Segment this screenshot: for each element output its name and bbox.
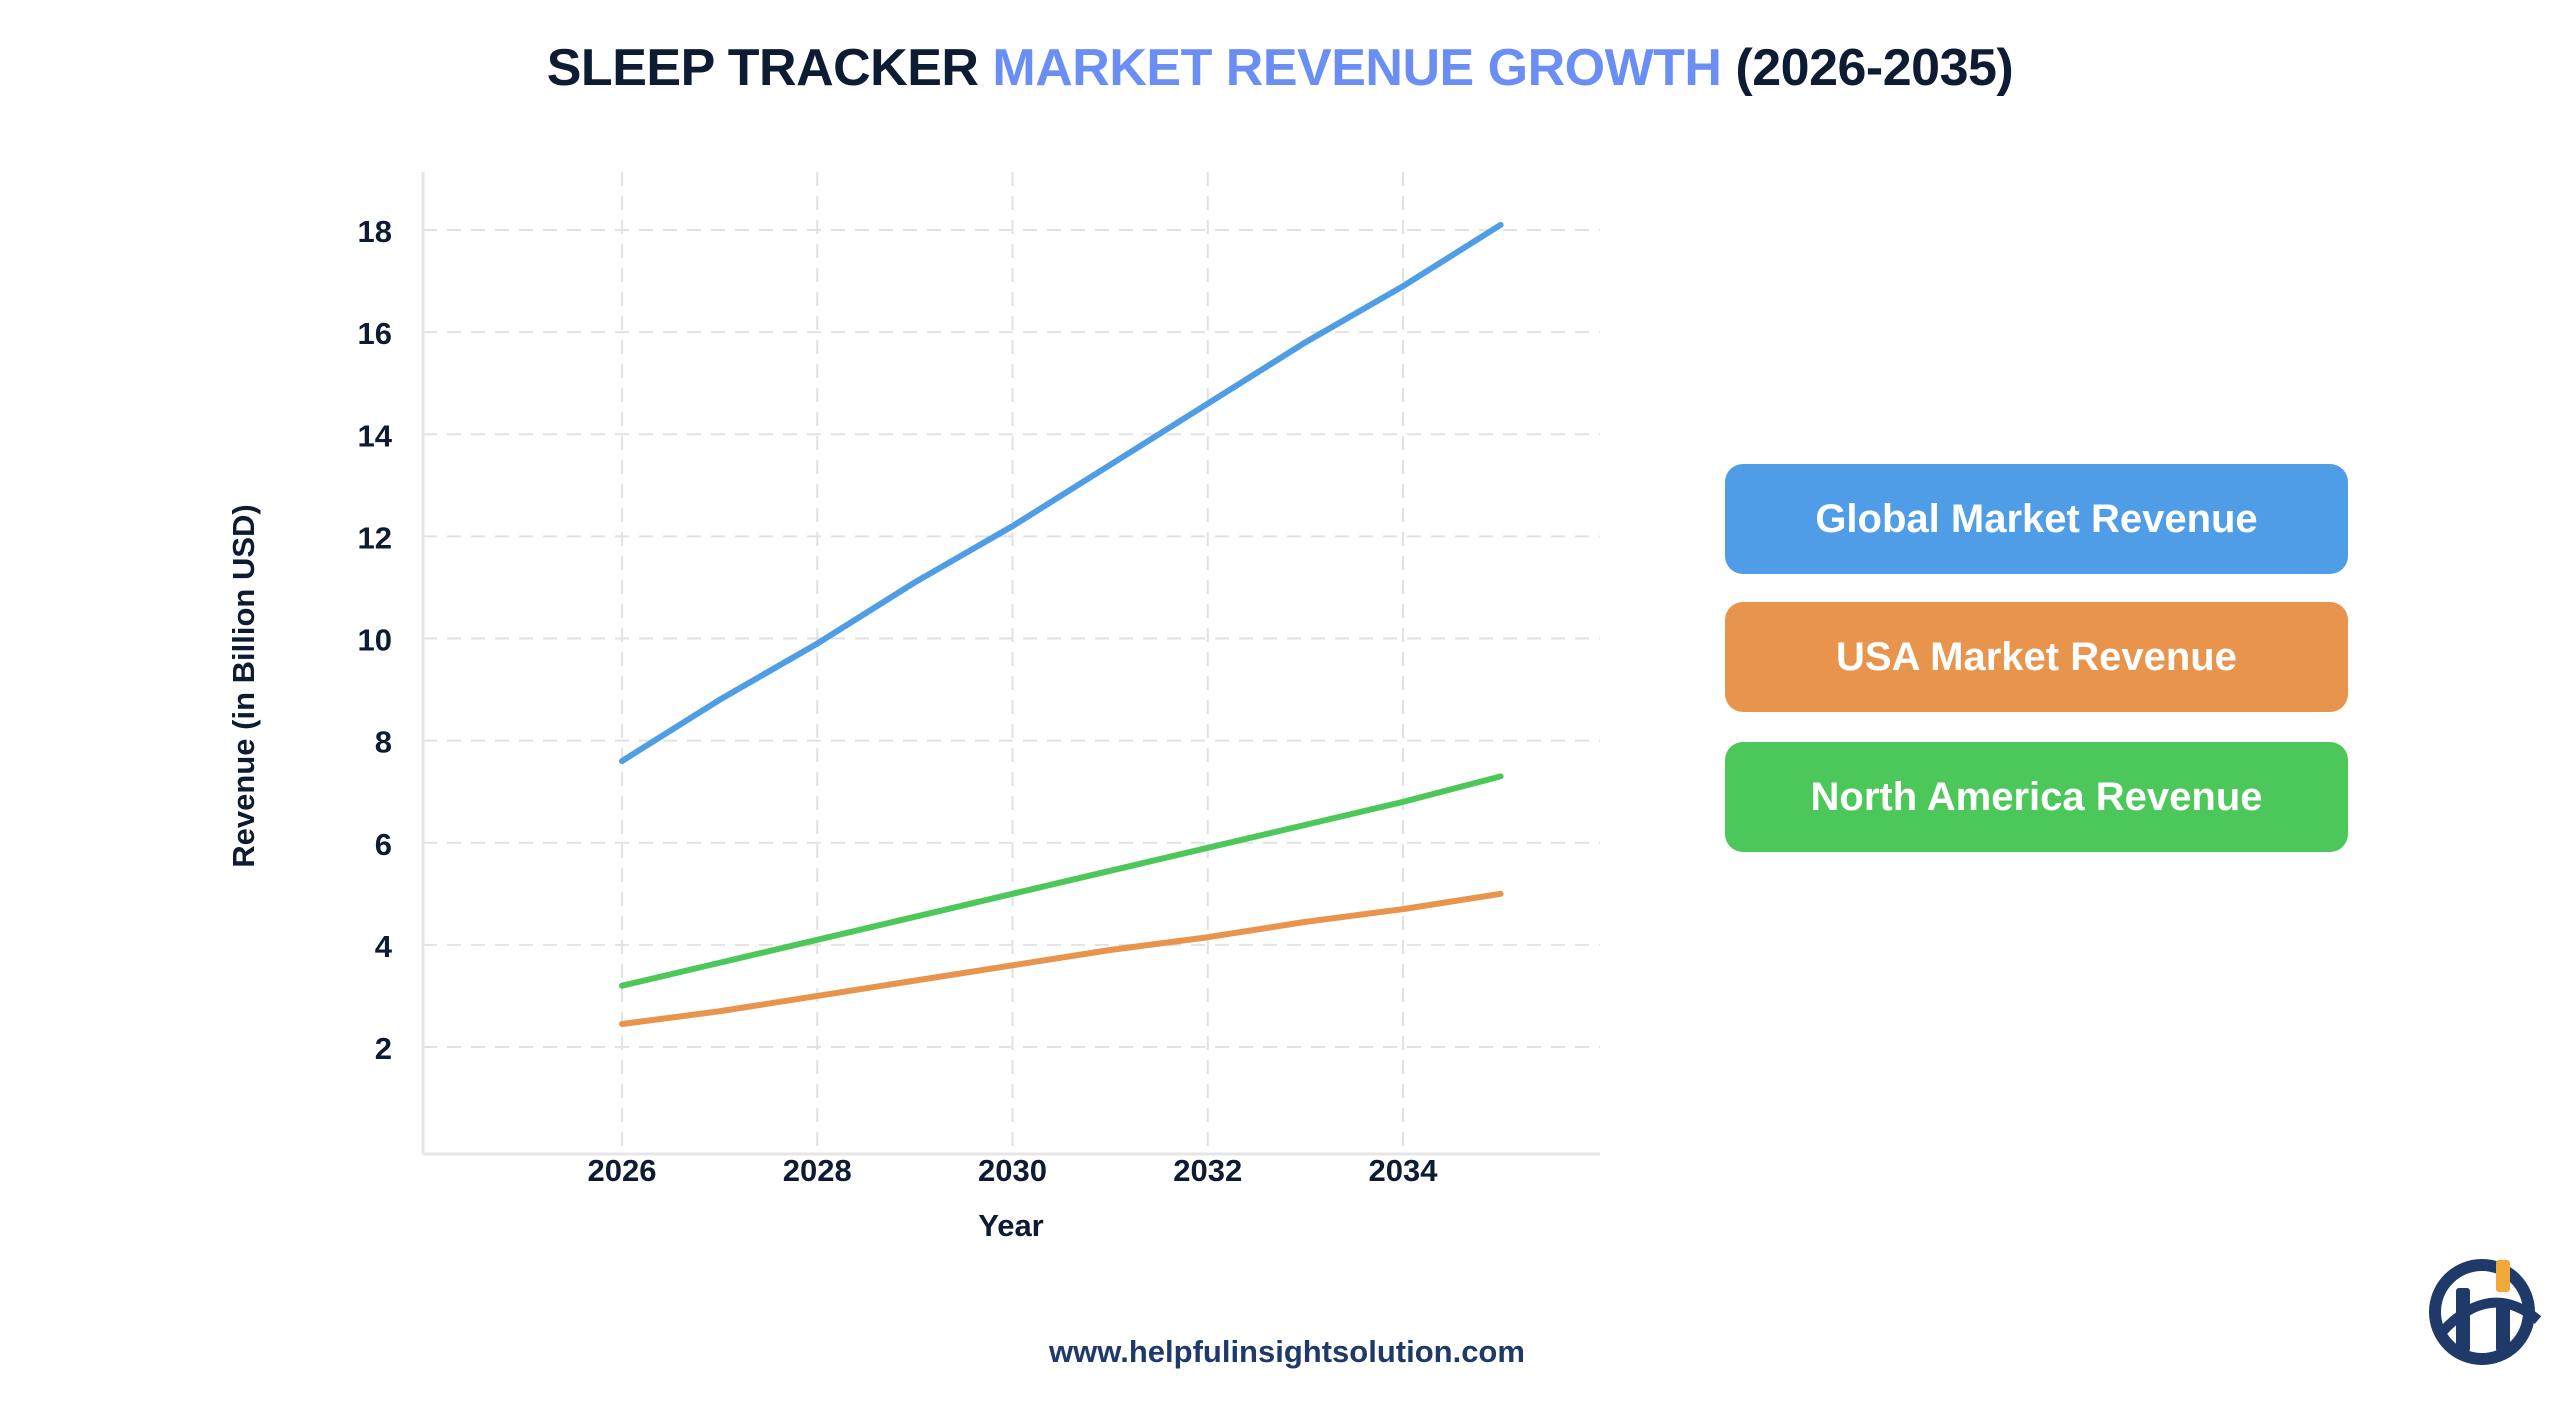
title-part-3: (2026-2035) bbox=[1721, 39, 2014, 97]
x-axis-label: Year bbox=[978, 1208, 1044, 1243]
x-tick-label: 2034 bbox=[1369, 1153, 1439, 1188]
company-logo-icon bbox=[2429, 1259, 2542, 1365]
y-tick-label: 18 bbox=[358, 214, 392, 249]
x-tick-label: 2032 bbox=[1173, 1153, 1242, 1188]
y-tick-label: 2 bbox=[375, 1031, 392, 1066]
legend-global: Global Market Revenue bbox=[1725, 464, 2348, 574]
series-line-2 bbox=[619, 773, 1504, 989]
x-tick-label: 2030 bbox=[978, 1153, 1047, 1188]
title-part-1: SLEEP TRACKER bbox=[546, 39, 993, 97]
y-axis-label: Revenue (in Billion USD) bbox=[226, 504, 261, 867]
y-tick-label: 4 bbox=[375, 929, 393, 964]
chart-title: SLEEP TRACKER MARKET REVENUE GROWTH (202… bbox=[0, 38, 2560, 98]
legend-usa: USA Market Revenue bbox=[1725, 602, 2348, 712]
y-tick-label: 8 bbox=[375, 725, 392, 760]
y-tick-label: 10 bbox=[358, 623, 392, 658]
legend-north-america: North America Revenue bbox=[1725, 742, 2348, 852]
series-line-0 bbox=[619, 221, 1504, 765]
y-tick-label: 14 bbox=[358, 418, 393, 453]
series-line-1 bbox=[619, 890, 1504, 1028]
website-link[interactable]: www.helpfulinsightsolution.com bbox=[1049, 1334, 1525, 1369]
y-tick-label: 6 bbox=[375, 827, 392, 862]
x-tick-label: 2026 bbox=[588, 1153, 657, 1188]
title-part-2: MARKET REVENUE GROWTH bbox=[992, 39, 1722, 97]
y-tick-label: 16 bbox=[358, 316, 392, 351]
y-tick-label: 12 bbox=[358, 520, 392, 555]
x-tick-label: 2028 bbox=[783, 1153, 852, 1188]
